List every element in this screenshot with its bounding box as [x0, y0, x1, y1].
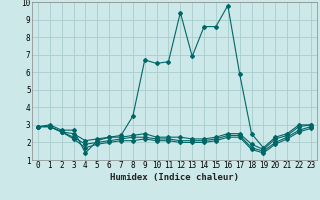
- X-axis label: Humidex (Indice chaleur): Humidex (Indice chaleur): [110, 173, 239, 182]
